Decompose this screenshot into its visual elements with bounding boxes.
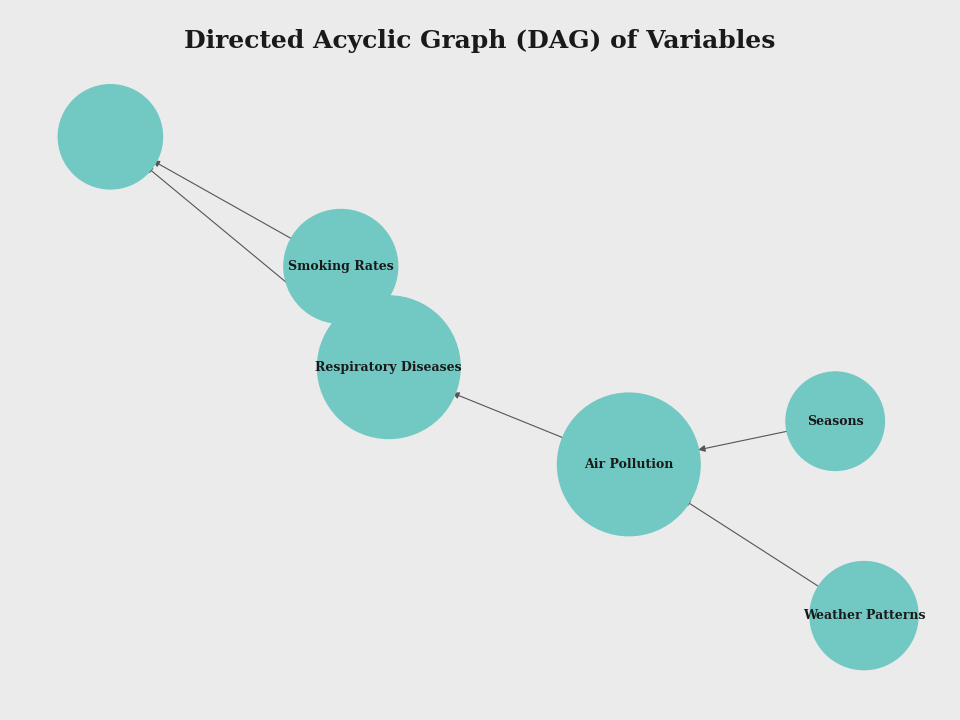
Text: Smoking Rates: Smoking Rates — [288, 260, 394, 273]
Ellipse shape — [58, 84, 163, 189]
Ellipse shape — [809, 561, 919, 670]
Text: Respiratory Diseases: Respiratory Diseases — [316, 361, 462, 374]
Text: Directed Acyclic Graph (DAG) of Variables: Directed Acyclic Graph (DAG) of Variable… — [184, 29, 776, 53]
Ellipse shape — [557, 392, 701, 536]
Ellipse shape — [785, 372, 885, 471]
Text: Seasons: Seasons — [807, 415, 863, 428]
Ellipse shape — [283, 209, 398, 324]
Text: Weather Patterns: Weather Patterns — [803, 609, 925, 622]
Ellipse shape — [317, 295, 461, 439]
Text: Air Pollution: Air Pollution — [584, 458, 674, 471]
